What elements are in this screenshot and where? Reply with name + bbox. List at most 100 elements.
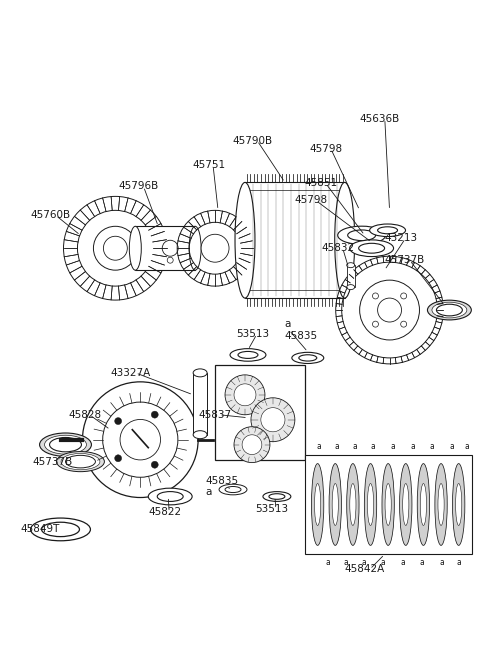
Circle shape bbox=[251, 398, 295, 441]
Ellipse shape bbox=[370, 224, 406, 236]
Ellipse shape bbox=[312, 464, 324, 546]
Circle shape bbox=[103, 402, 178, 477]
Ellipse shape bbox=[269, 494, 285, 499]
Ellipse shape bbox=[335, 183, 355, 298]
Circle shape bbox=[103, 236, 127, 260]
Circle shape bbox=[201, 234, 229, 262]
Ellipse shape bbox=[238, 352, 258, 358]
Ellipse shape bbox=[263, 492, 291, 501]
Text: a: a bbox=[325, 558, 330, 567]
Ellipse shape bbox=[65, 455, 96, 468]
Ellipse shape bbox=[45, 435, 86, 454]
Ellipse shape bbox=[189, 226, 201, 270]
Circle shape bbox=[234, 426, 270, 462]
Text: a: a bbox=[400, 558, 405, 567]
Ellipse shape bbox=[314, 483, 321, 525]
Text: 53513: 53513 bbox=[236, 329, 269, 339]
Circle shape bbox=[151, 411, 158, 418]
Ellipse shape bbox=[347, 285, 355, 290]
Circle shape bbox=[372, 293, 378, 299]
Ellipse shape bbox=[428, 300, 471, 320]
Ellipse shape bbox=[364, 464, 377, 546]
Circle shape bbox=[115, 455, 121, 462]
Text: a: a bbox=[380, 558, 385, 567]
Ellipse shape bbox=[359, 243, 384, 253]
Circle shape bbox=[372, 321, 378, 327]
Ellipse shape bbox=[438, 483, 444, 525]
Text: a: a bbox=[343, 558, 348, 567]
Circle shape bbox=[151, 461, 158, 468]
Ellipse shape bbox=[225, 487, 241, 493]
Ellipse shape bbox=[348, 230, 376, 240]
Text: a: a bbox=[439, 558, 444, 567]
Text: a: a bbox=[449, 442, 454, 451]
Text: 45842A: 45842A bbox=[345, 565, 385, 574]
Text: a: a bbox=[370, 442, 375, 451]
Text: a: a bbox=[352, 442, 357, 451]
Text: 53513: 53513 bbox=[255, 504, 288, 514]
Text: 43213: 43213 bbox=[384, 233, 418, 243]
Ellipse shape bbox=[193, 369, 207, 377]
Text: a: a bbox=[429, 442, 434, 451]
Text: 45835
a: 45835 a bbox=[205, 476, 238, 497]
Text: 45822: 45822 bbox=[148, 508, 181, 517]
Text: 45849T: 45849T bbox=[21, 525, 60, 534]
Text: 45737B: 45737B bbox=[384, 255, 425, 265]
Ellipse shape bbox=[235, 183, 255, 298]
Text: 45828: 45828 bbox=[69, 410, 102, 420]
Ellipse shape bbox=[403, 483, 409, 525]
Circle shape bbox=[401, 321, 407, 327]
Text: 45737B: 45737B bbox=[33, 457, 73, 466]
Circle shape bbox=[261, 407, 285, 432]
Text: a
45835: a 45835 bbox=[285, 319, 318, 341]
Text: a: a bbox=[457, 558, 462, 567]
Ellipse shape bbox=[350, 240, 394, 257]
Text: a: a bbox=[410, 442, 415, 451]
Bar bbox=[135, 226, 195, 270]
Ellipse shape bbox=[456, 483, 462, 525]
Bar bbox=[249, 191, 341, 290]
Text: 45636B: 45636B bbox=[360, 113, 400, 124]
Text: 43327A: 43327A bbox=[110, 368, 151, 378]
Ellipse shape bbox=[193, 431, 207, 439]
Text: a: a bbox=[465, 442, 470, 451]
Text: a: a bbox=[419, 558, 424, 567]
Text: 45798: 45798 bbox=[295, 195, 328, 206]
Ellipse shape bbox=[347, 464, 359, 546]
Text: 45790B: 45790B bbox=[232, 136, 272, 145]
Ellipse shape bbox=[417, 464, 430, 546]
Ellipse shape bbox=[42, 522, 80, 536]
Ellipse shape bbox=[148, 488, 192, 505]
Ellipse shape bbox=[347, 263, 355, 268]
Circle shape bbox=[234, 384, 256, 406]
Ellipse shape bbox=[367, 483, 373, 525]
Circle shape bbox=[225, 375, 265, 415]
Ellipse shape bbox=[39, 433, 91, 457]
Bar bbox=[215, 365, 305, 460]
Ellipse shape bbox=[299, 355, 317, 361]
Circle shape bbox=[94, 226, 137, 270]
Text: a: a bbox=[361, 558, 366, 567]
Ellipse shape bbox=[378, 227, 397, 234]
Circle shape bbox=[167, 257, 173, 263]
Ellipse shape bbox=[129, 226, 141, 270]
Ellipse shape bbox=[420, 483, 427, 525]
Ellipse shape bbox=[436, 304, 462, 316]
Ellipse shape bbox=[157, 492, 183, 502]
Ellipse shape bbox=[329, 464, 341, 546]
Circle shape bbox=[242, 435, 262, 455]
Ellipse shape bbox=[292, 352, 324, 364]
Circle shape bbox=[378, 298, 402, 322]
Ellipse shape bbox=[382, 464, 395, 546]
Ellipse shape bbox=[432, 302, 467, 318]
Ellipse shape bbox=[350, 483, 356, 525]
Ellipse shape bbox=[31, 518, 90, 541]
Text: 45798: 45798 bbox=[310, 143, 343, 153]
Circle shape bbox=[162, 240, 178, 256]
Circle shape bbox=[83, 382, 198, 498]
Circle shape bbox=[401, 293, 407, 299]
Text: a: a bbox=[390, 442, 395, 451]
Ellipse shape bbox=[230, 348, 266, 361]
Ellipse shape bbox=[435, 464, 447, 546]
Ellipse shape bbox=[332, 483, 338, 525]
